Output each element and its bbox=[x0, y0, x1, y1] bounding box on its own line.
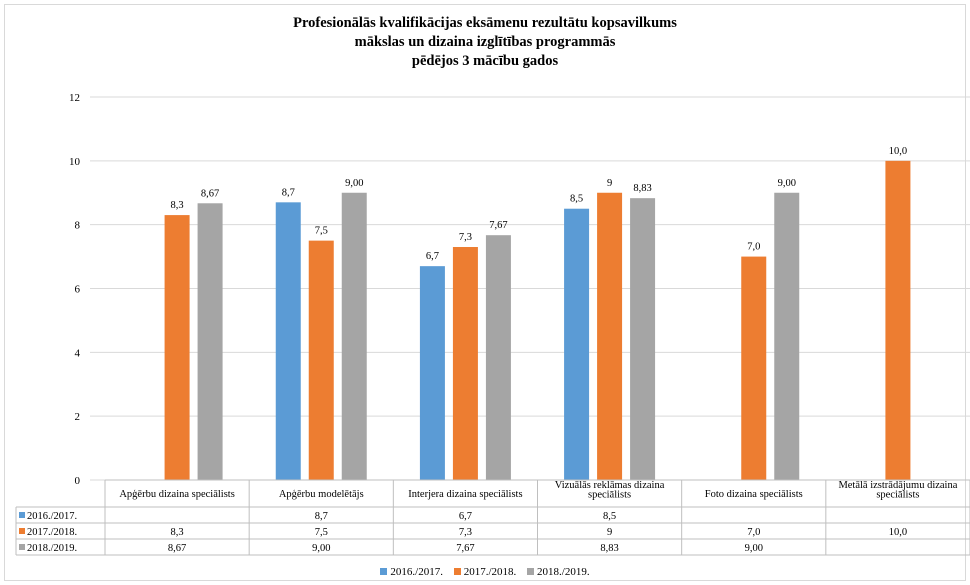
bar bbox=[485, 235, 511, 480]
table-legend-swatch bbox=[19, 528, 25, 534]
chart-frame bbox=[4, 4, 966, 581]
table-cell-value: 8,5 bbox=[603, 511, 616, 522]
data-label: 8,83 bbox=[633, 183, 651, 194]
table-series-name: 2018./2019. bbox=[27, 543, 77, 554]
bar bbox=[275, 202, 301, 480]
bar bbox=[774, 192, 800, 480]
data-label: 9,00 bbox=[778, 178, 796, 189]
data-label: 6,7 bbox=[426, 251, 439, 262]
bar bbox=[741, 256, 767, 480]
table-cell-value: 8,83 bbox=[600, 543, 618, 554]
table-legend-swatch bbox=[19, 544, 25, 550]
legend: 2016./2017. 2017./2018. 2018./2019. bbox=[0, 566, 970, 578]
table-series-name: 2016./2017. bbox=[27, 511, 77, 522]
category-label: Metālā izstrādājumu dizaina bbox=[838, 480, 957, 491]
legend-swatch-2016-2017 bbox=[380, 568, 388, 575]
bar bbox=[885, 160, 911, 481]
chart-title: Profesionālās kvalifikācijas eksāmenu re… bbox=[0, 14, 970, 71]
chart-title-line-1: Profesionālās kvalifikācijas eksāmenu re… bbox=[293, 15, 677, 31]
category-label: Apģērbu dizaina speciālists bbox=[119, 489, 234, 500]
category-label: Interjera dizaina speciālists bbox=[408, 489, 522, 500]
data-label: 8,5 bbox=[570, 194, 583, 205]
category-label: Apģērbu modelētājs bbox=[279, 489, 364, 500]
bars bbox=[164, 160, 911, 481]
bar bbox=[452, 247, 478, 480]
legend-item-2017-2018: 2017./2018. bbox=[453, 566, 517, 578]
table-cell-value: 6,7 bbox=[459, 511, 472, 522]
table-cell-value: 9,00 bbox=[745, 543, 763, 554]
legend-swatch-2018-2019 bbox=[527, 568, 535, 575]
y-tick-label: 6 bbox=[75, 284, 81, 296]
category-label: Vizuālās reklāmas dizaina bbox=[555, 480, 665, 491]
legend-label-2017-2018: 2017./2018. bbox=[463, 566, 517, 578]
y-tick-label: 10 bbox=[69, 156, 81, 168]
data-label: 9 bbox=[607, 178, 612, 189]
table-cell-value: 7,67 bbox=[456, 543, 474, 554]
y-tick-label: 2 bbox=[75, 411, 81, 423]
chart-title-line-2: mākslas un dizaina izglītības programmās bbox=[354, 34, 616, 50]
bar bbox=[341, 192, 367, 480]
legend-item-2016-2017: 2016./2017. bbox=[380, 566, 443, 578]
category-label: Foto dizaina speciālists bbox=[705, 489, 803, 500]
bar bbox=[197, 203, 223, 480]
gridlines bbox=[90, 96, 970, 481]
category-label: speciālists bbox=[876, 490, 919, 501]
table-cell-value: 8,67 bbox=[168, 543, 186, 554]
bar bbox=[597, 192, 623, 480]
table-cell-value: 7,5 bbox=[315, 527, 328, 538]
table-cell-value: 7,0 bbox=[747, 527, 760, 538]
category-label: speciālists bbox=[588, 490, 631, 501]
data-label: 10,0 bbox=[889, 146, 907, 157]
data-label: 7,67 bbox=[489, 220, 507, 231]
bar bbox=[164, 215, 190, 480]
data-label: 7,0 bbox=[747, 242, 760, 253]
table-series-name: 2017./2018. bbox=[27, 527, 77, 538]
bar bbox=[308, 240, 334, 480]
y-tick-label: 4 bbox=[75, 347, 81, 359]
y-tick-label: 8 bbox=[75, 220, 81, 232]
table-cell-value: 7,3 bbox=[459, 527, 472, 538]
legend-swatch-2017-2018 bbox=[453, 568, 461, 575]
data-table: Apģērbu dizaina speciālists Apģērbu model… bbox=[15, 479, 970, 556]
table-legend-swatch bbox=[19, 512, 25, 518]
bar bbox=[630, 198, 656, 480]
table-cell-value: 9 bbox=[607, 527, 612, 538]
chart-title-line-3: pēdējos 3 mācību gados bbox=[411, 53, 559, 69]
y-tick-label: 0 bbox=[75, 475, 81, 487]
data-label: 7,3 bbox=[459, 232, 472, 243]
data-label: 9,00 bbox=[345, 178, 363, 189]
data-label: 7,5 bbox=[315, 226, 328, 237]
y-axis-ticks: 0 2 4 6 8 10 12 bbox=[69, 92, 81, 487]
table-cell-value: 10,0 bbox=[889, 527, 907, 538]
table-cell-value: 8,3 bbox=[171, 527, 184, 538]
bar bbox=[419, 266, 445, 480]
bar bbox=[564, 208, 590, 481]
table-cell-value: 8,7 bbox=[315, 511, 328, 522]
legend-label-2016-2017: 2016./2017. bbox=[390, 566, 443, 578]
y-tick-label: 12 bbox=[69, 92, 80, 104]
table-cell-value: 9,00 bbox=[312, 543, 330, 554]
data-label: 8,3 bbox=[171, 200, 184, 211]
legend-item-2018-2019: 2018./2019. bbox=[527, 566, 590, 578]
data-labels: 8,3 8,67 8,7 7,5 9,00 6,7 7,3 7,67 8,5 9 8,83 7,0 9,… bbox=[171, 146, 908, 262]
data-label: 8,7 bbox=[282, 187, 295, 198]
data-label: 8,67 bbox=[201, 188, 219, 199]
legend-label-2018-2019: 2018./2019. bbox=[537, 566, 590, 578]
